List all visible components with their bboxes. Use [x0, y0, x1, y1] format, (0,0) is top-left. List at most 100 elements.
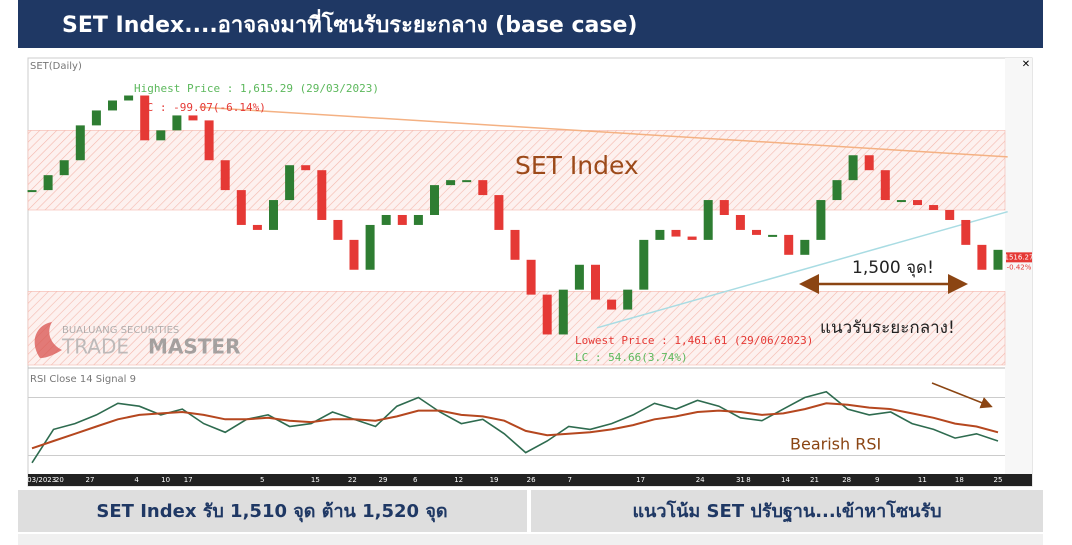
- candle: [285, 165, 295, 201]
- logo-company: BUALUANG SECURITIES: [62, 325, 179, 336]
- footer-box: [18, 490, 527, 532]
- candle: [59, 160, 69, 176]
- x-tick-label: 03/2023: [27, 476, 56, 484]
- candle: [768, 234, 778, 237]
- candle: [719, 200, 729, 215]
- candle: [961, 219, 971, 245]
- annotation: Highest Price : 1,615.29 (29/03/2023): [134, 82, 379, 95]
- candle: [43, 175, 53, 191]
- candle: [172, 115, 182, 131]
- trendline: [596, 210, 1008, 329]
- annotation: Bearish RSI: [790, 435, 881, 454]
- logo-brand: TRADE: [61, 335, 129, 359]
- x-tick-label: 20: [55, 476, 64, 484]
- candle: [75, 125, 85, 161]
- candle: [462, 180, 472, 183]
- price-scale: [1005, 58, 1032, 474]
- annotation: แนวรับระยะกลาง!: [820, 318, 955, 338]
- candle: [526, 259, 536, 295]
- candle: [752, 229, 761, 235]
- x-tick-label: 29: [379, 476, 388, 484]
- x-tick-label: 27: [85, 476, 94, 484]
- x-tick-label: 17: [636, 476, 645, 484]
- candle: [896, 200, 906, 203]
- footer-strip: [18, 534, 1043, 545]
- x-tick-label: 8: [746, 476, 750, 484]
- candle: [494, 195, 504, 230]
- logo-brand: MASTER: [148, 335, 241, 359]
- candle: [156, 130, 166, 141]
- close-icon[interactable]: ✕: [1022, 59, 1030, 70]
- candle: [993, 249, 1003, 270]
- candle: [977, 244, 987, 270]
- candle: [591, 264, 600, 300]
- candle: [236, 190, 246, 225]
- date-bar: [28, 474, 1032, 486]
- panel-title: RSI Close 14 Signal 9: [30, 374, 136, 385]
- footer-text: SET Index รับ 1,510 จุด ต้าน 1,520 จุด: [96, 501, 447, 523]
- candle: [317, 170, 327, 220]
- rsi-plot: [28, 390, 1005, 464]
- candle: [655, 229, 665, 240]
- panel-title: SET(Daily): [30, 61, 82, 72]
- x-tick-label: 17: [184, 476, 193, 484]
- candle: [430, 185, 439, 215]
- x-tick-label: 4: [134, 476, 139, 484]
- candle: [832, 180, 842, 201]
- candle: [542, 294, 552, 335]
- candle: [349, 239, 359, 270]
- candle: [510, 229, 520, 260]
- annotation: LC : -99.07(-6.14%): [140, 101, 266, 114]
- candle: [188, 115, 198, 121]
- x-tick-label: 25: [994, 476, 1003, 484]
- candle: [478, 180, 488, 196]
- candle: [800, 239, 810, 255]
- x-tick-label: 9: [875, 476, 879, 484]
- annotation: 1,500 จุด!: [852, 258, 934, 278]
- candle: [108, 100, 117, 111]
- candle: [784, 234, 794, 255]
- zone: [27, 130, 1006, 211]
- candle: [864, 155, 874, 171]
- candle: [27, 190, 37, 193]
- candle: [333, 219, 343, 240]
- candle: [816, 200, 826, 240]
- x-tick-label: 26: [527, 476, 536, 484]
- candle: [446, 180, 456, 186]
- price-change-label: -0.42%: [1007, 263, 1032, 271]
- candle: [381, 214, 391, 225]
- slide-title: SET Index....อาจลงมาที่โซนรับระยะกลาง (b…: [62, 8, 637, 38]
- x-tick-label: 24: [696, 476, 705, 484]
- price-tag-label: 1516.27: [1005, 253, 1034, 261]
- annotation: SET Index: [515, 151, 639, 180]
- price-plot: [27, 95, 1008, 366]
- candle: [671, 229, 681, 237]
- candle: [397, 214, 407, 225]
- candle: [735, 214, 745, 230]
- x-tick-label: 11: [918, 476, 927, 484]
- rsi-line: [31, 390, 999, 464]
- x-tick-label: 15: [311, 476, 320, 484]
- x-tick-label: 28: [842, 476, 851, 484]
- candle: [913, 200, 922, 206]
- candle: [929, 205, 939, 211]
- x-tick-label: 31: [736, 476, 745, 484]
- x-tick-label: 19: [490, 476, 499, 484]
- candle: [880, 170, 890, 201]
- candle: [639, 239, 649, 290]
- candle: [269, 200, 278, 230]
- x-tick-label: 12: [454, 476, 463, 484]
- footer-text: แนวโน้ม SET ปรับฐาน...เข้าหาโซนรับ: [632, 500, 941, 523]
- candle: [124, 95, 134, 101]
- price-tag: [1006, 252, 1032, 263]
- trend-arrow: [931, 382, 993, 409]
- candle: [574, 264, 584, 290]
- x-tick-label: 10: [161, 476, 170, 484]
- footer-box: [531, 490, 1043, 532]
- candle: [220, 160, 230, 191]
- candle: [91, 110, 101, 126]
- candle: [687, 236, 697, 240]
- x-tick-label: 22: [348, 476, 357, 484]
- x-tick-label: 5: [260, 476, 264, 484]
